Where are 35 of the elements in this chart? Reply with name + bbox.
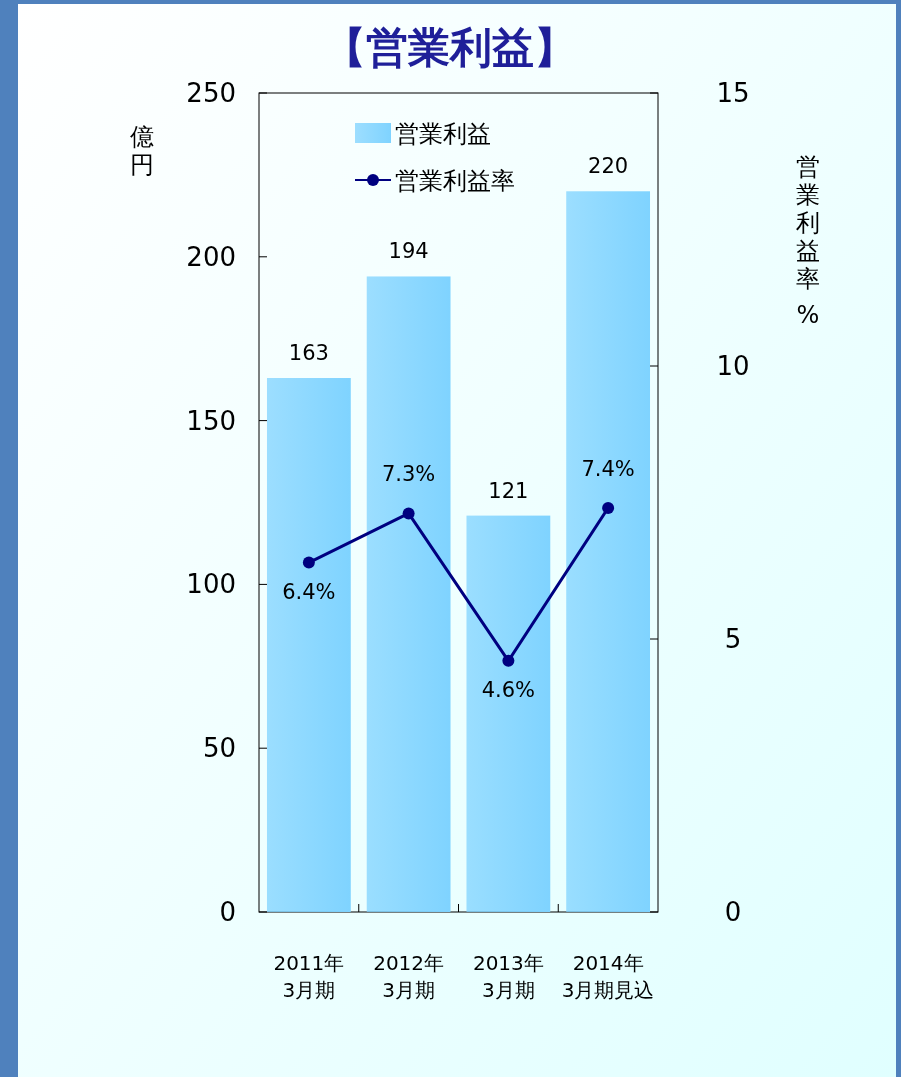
y2-tick-label: 15: [716, 78, 750, 108]
x-tick-label: 2011年 3月期: [273, 951, 345, 1002]
legend-label: 営業利益: [395, 120, 491, 148]
bar: [266, 378, 351, 912]
y-tick-label: 0: [219, 897, 236, 927]
y-tick-label: 50: [202, 733, 236, 764]
bar: [566, 191, 651, 912]
y-tick-label: 150: [186, 405, 236, 436]
y-tick-label: 100: [186, 569, 236, 600]
x-tick-label: 2012年 3月期: [373, 951, 445, 1002]
point: [602, 501, 615, 514]
data-label: 121: [488, 478, 529, 503]
data-label: 4.6%: [481, 677, 536, 702]
y2-tick-label: 0: [724, 897, 742, 927]
data-label: 220: [588, 154, 629, 179]
y-tick-label: 200: [186, 241, 236, 272]
chart-title: 【営業利益】: [324, 23, 576, 72]
y-tick-label: 250: [186, 78, 236, 108]
data-label: 6.4%: [282, 579, 336, 604]
bar: [466, 515, 551, 912]
y2-axis-title: 営業利益率 %: [796, 153, 820, 329]
bar: [366, 276, 451, 912]
point: [502, 654, 515, 667]
point: [402, 507, 415, 520]
data-label: 7.3%: [381, 462, 436, 487]
y2-tick-label: 10: [716, 351, 750, 381]
y2-tick-label: 5: [724, 624, 742, 654]
data-label: 194: [388, 239, 429, 264]
data-label: 163: [288, 341, 329, 366]
point: [302, 556, 315, 569]
x-tick-label: 2013年 3月期: [472, 951, 544, 1002]
x-tick-label: 2014年 3月期見込: [561, 951, 655, 1002]
data-label: 7.4%: [581, 456, 635, 481]
y-axis-title: 億円: [130, 123, 154, 179]
legend-label: 営業利益率: [395, 167, 515, 195]
